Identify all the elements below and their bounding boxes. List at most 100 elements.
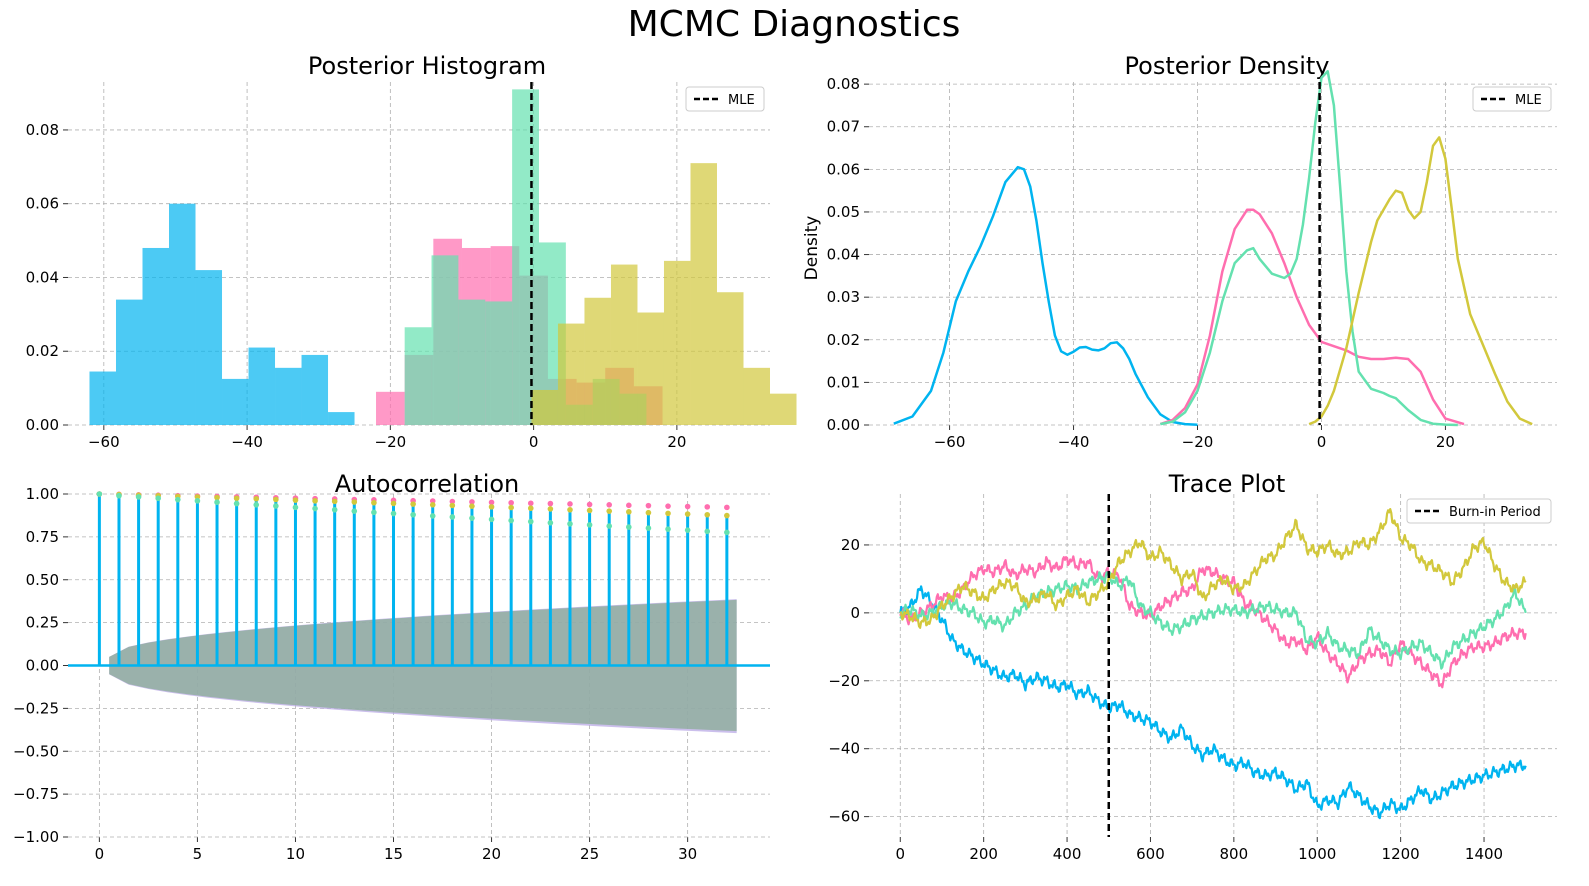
- density-ytick-label: 0.04: [827, 246, 860, 264]
- acf-marker-series-2: [567, 501, 573, 507]
- acf-marker-series-4: [684, 527, 691, 533]
- trace-xtick-label: 0: [895, 845, 905, 863]
- hist-bar-series-1: [222, 378, 249, 425]
- hist-legend-box: [685, 86, 765, 112]
- acf-marker-series-3: [665, 510, 671, 517]
- acf-marker-series-3: [273, 496, 279, 503]
- acf-marker-series-4: [371, 509, 377, 516]
- acf-ytick-label: −0.25: [13, 699, 59, 717]
- hist-bar-series-4: [690, 163, 717, 426]
- trace-ytick-label: 20: [841, 536, 860, 554]
- acf-marker-series-4: [586, 522, 593, 528]
- acf-marker-series-4: [312, 505, 318, 512]
- acf-ytick-label: 0.25: [26, 614, 59, 632]
- acf-marker-series-3: [410, 501, 416, 507]
- acf-marker-series-3: [645, 509, 652, 516]
- density-ytick-label: 0.00: [827, 416, 860, 434]
- acf-ytick-label: 0.00: [26, 657, 59, 675]
- acf-marker-series-2: [547, 500, 554, 507]
- acf-marker-series-3: [371, 499, 377, 506]
- trace-xtick-label: 1400: [1465, 845, 1503, 863]
- density-xtick-label: −60: [934, 433, 966, 451]
- acf-marker-series-4: [606, 523, 613, 529]
- density-ytick-label: 0.06: [827, 160, 860, 178]
- posterior-density-panel: Posterior Density Density −60 −40 −20 0 20 0.…: [802, 52, 1557, 451]
- acf-marker-series-4: [390, 510, 397, 517]
- autocorrelation-plot-area: 0 5 10 15 20 25 30 −1.00 −0.75 −0.50 −0.25 0.00 0.25…: [13, 485, 770, 863]
- acf-xtick-label: 30: [678, 845, 697, 863]
- acf-marker-series-2: [606, 502, 613, 508]
- acf-marker-series-4: [704, 528, 711, 535]
- acf-xtick-label: 15: [384, 845, 403, 863]
- acf-marker-series-4: [155, 495, 162, 502]
- acf-marker-series-3: [626, 509, 632, 515]
- acf-xtick-label: 5: [193, 845, 203, 863]
- acf-marker-series-2: [704, 504, 711, 510]
- acf-marker-series-3: [469, 503, 475, 509]
- density-curve-series-3: [1160, 70, 1458, 427]
- acf-marker-series-3: [527, 505, 534, 512]
- hist-bar-series-3: [458, 299, 486, 425]
- acf-marker-series-4: [547, 520, 554, 526]
- hist-bar-series-1: [248, 347, 276, 425]
- density-ytick-label: 0.07: [827, 118, 860, 136]
- acf-marker-series-3: [194, 494, 201, 500]
- acf-ytick-label: 0.50: [26, 571, 59, 589]
- acf-marker-series-4: [292, 504, 299, 511]
- acf-marker-series-4: [194, 498, 201, 504]
- hist-bar-series-4: [743, 367, 770, 425]
- hist-bar-series-4: [716, 292, 744, 425]
- hist-bar-series-1: [142, 247, 170, 425]
- acf-marker-series-3: [233, 495, 240, 502]
- acf-marker-series-2: [508, 499, 514, 506]
- acf-marker-series-2: [488, 499, 495, 506]
- acf-marker-series-2: [724, 504, 730, 511]
- hist-bar-series-1: [115, 299, 143, 425]
- acf-marker-series-2: [626, 502, 632, 509]
- acf-marker-series-3: [292, 497, 299, 503]
- acf-marker-series-4: [331, 506, 338, 513]
- density-xtick-label: 20: [1436, 433, 1455, 451]
- acf-xtick-label: 10: [286, 845, 305, 863]
- density-ytick-label: 0.08: [827, 75, 860, 93]
- acf-marker-series-3: [724, 512, 730, 519]
- hist-xtick-label: −60: [88, 433, 120, 451]
- acf-marker-series-4: [214, 499, 220, 506]
- acf-marker-series-2: [684, 503, 691, 510]
- acf-marker-series-3: [449, 502, 456, 509]
- trace-line-series-4: [899, 508, 1527, 629]
- acf-marker-series-4: [351, 508, 358, 514]
- hist-ytick-label: 0.04: [26, 268, 59, 286]
- acf-marker-series-3: [586, 507, 593, 514]
- acf-marker-series-3: [704, 511, 711, 518]
- hist-bar-series-1: [89, 371, 116, 425]
- hist-bar-series-4: [557, 323, 585, 425]
- trace-line-series-1: [899, 585, 1527, 820]
- density-plot-area: −60 −40 −20 0 20 0.00 0.01 0.02 0.03 0.04 0.05 0.06…: [827, 70, 1557, 451]
- hist-bar-series-3: [485, 301, 513, 425]
- acf-marker-series-3: [606, 508, 613, 514]
- trace-xtick-label: 1000: [1298, 845, 1336, 863]
- acf-marker-series-4: [96, 491, 103, 497]
- hist-xtick-label: −40: [231, 433, 263, 451]
- acf-marker-series-4: [175, 496, 181, 503]
- hist-bar-series-1: [195, 270, 223, 425]
- acf-marker-series-3: [567, 506, 573, 513]
- acf-marker-series-4: [429, 513, 436, 519]
- hist-bar-series-4: [610, 264, 638, 425]
- trace-plot-panel: Trace Plot 0 200 400 600 800 1000 1200 1400−60−…: [828, 470, 1557, 863]
- acf-marker-series-2: [449, 498, 456, 505]
- density-legend-box: [1472, 86, 1552, 112]
- acf-marker-series-2: [527, 500, 534, 507]
- acf-marker-series-4: [116, 492, 122, 499]
- acf-marker-series-4: [665, 526, 671, 532]
- hist-ytick-label: 0.00: [26, 416, 59, 434]
- density-xtick-label: −40: [1058, 433, 1090, 451]
- acf-marker-series-3: [312, 498, 318, 504]
- hist-bar-series-1: [169, 203, 196, 425]
- autocorrelation-title: Autocorrelation: [335, 470, 520, 498]
- acf-xtick-label: 20: [482, 845, 501, 863]
- acf-marker-series-3: [684, 511, 691, 517]
- trace-xtick-label: 600: [1136, 845, 1165, 863]
